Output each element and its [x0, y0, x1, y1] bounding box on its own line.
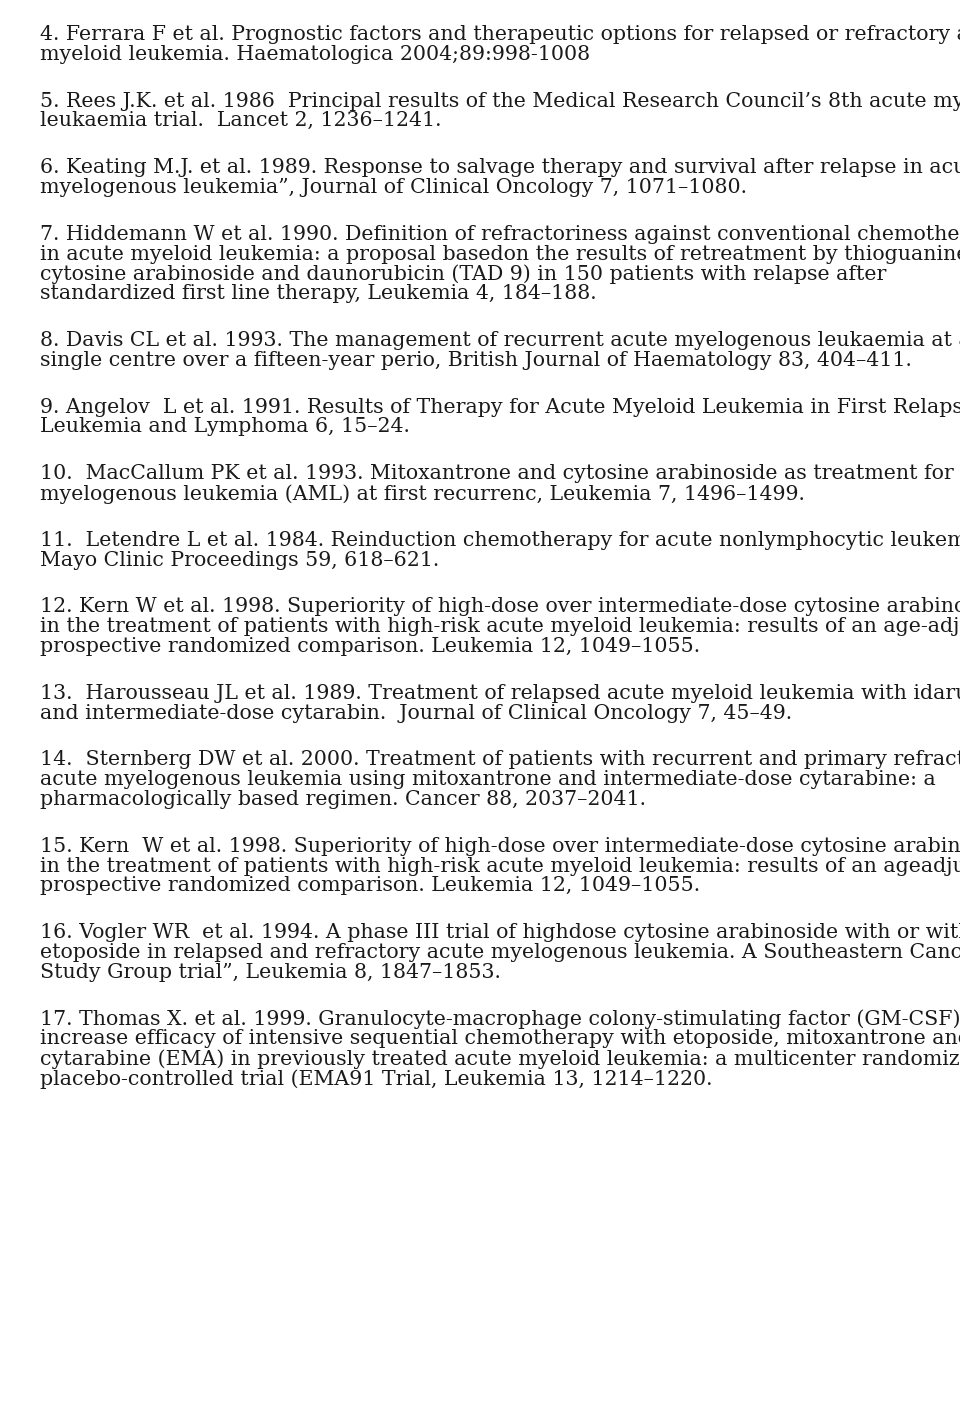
Text: 13.  Harousseau JL et al. 1989. Treatment of relapsed acute myeloid leukemia wit: 13. Harousseau JL et al. 1989. Treatment… [40, 684, 960, 703]
Text: pharmacologically based regimen. Cancer 88, 2037–2041.: pharmacologically based regimen. Cancer … [40, 790, 646, 809]
Text: 17. Thomas X. et al. 1999. Granulocyte-macrophage colony-stimulating factor (GM-: 17. Thomas X. et al. 1999. Granulocyte-m… [40, 1010, 960, 1030]
Text: placebo-controlled trial (EMA91 Trial, Leukemia 13, 1214–1220.: placebo-controlled trial (EMA91 Trial, L… [40, 1070, 712, 1088]
Text: acute myelogenous leukemia using mitoxantrone and intermediate-dose cytarabine: : acute myelogenous leukemia using mitoxan… [40, 770, 936, 789]
Text: 7. Hiddemann W et al. 1990. Definition of refractoriness against conventional ch: 7. Hiddemann W et al. 1990. Definition o… [40, 225, 960, 244]
Text: 8. Davis CL et al. 1993. The management of recurrent acute myelogenous leukaemia: 8. Davis CL et al. 1993. The management … [40, 331, 960, 349]
Text: cytarabine (EMA) in previously treated acute myeloid leukemia: a multicenter ran: cytarabine (EMA) in previously treated a… [40, 1050, 960, 1070]
Text: and intermediate-dose cytarabin.  Journal of Clinical Oncology 7, 45–49.: and intermediate-dose cytarabin. Journal… [40, 703, 792, 723]
Text: prospective randomized comparison. Leukemia 12, 1049–1055.: prospective randomized comparison. Leuke… [40, 877, 700, 896]
Text: standardized first line therapy, Leukemia 4, 184–188.: standardized first line therapy, Leukemi… [40, 284, 596, 304]
Text: in acute myeloid leukemia: a proposal basedon the results of retreatment by thio: in acute myeloid leukemia: a proposal ba… [40, 245, 960, 264]
Text: leukaemia trial.  Lancet 2, 1236–1241.: leukaemia trial. Lancet 2, 1236–1241. [40, 111, 442, 130]
Text: etoposide in relapsed and refractory acute myelogenous leukemia. A Southeastern : etoposide in relapsed and refractory acu… [40, 943, 960, 963]
Text: in the treatment of patients with high-risk acute myeloid leukemia: results of a: in the treatment of patients with high-r… [40, 857, 960, 876]
Text: 6. Keating M.J. et al. 1989. Response to salvage therapy and survival after rela: 6. Keating M.J. et al. 1989. Response to… [40, 158, 960, 177]
Text: 5. Rees J.K. et al. 1986  Principal results of the Medical Research Council’s 8t: 5. Rees J.K. et al. 1986 Principal resul… [40, 91, 960, 111]
Text: prospective randomized comparison. Leukemia 12, 1049–1055.: prospective randomized comparison. Leuke… [40, 637, 700, 656]
Text: myelogenous leukemia (AML) at first recurrenc, Leukemia 7, 1496–1499.: myelogenous leukemia (AML) at first recu… [40, 483, 804, 503]
Text: increase efficacy of intensive sequential chemotherapy with etoposide, mitoxantr: increase efficacy of intensive sequentia… [40, 1030, 960, 1048]
Text: cytosine arabinoside and daunorubicin (TAD 9) in 150 patients with relapse after: cytosine arabinoside and daunorubicin (T… [40, 264, 886, 284]
Text: 9. Angelov  L et al. 1991. Results of Therapy for Acute Myeloid Leukemia in Firs: 9. Angelov L et al. 1991. Results of The… [40, 398, 960, 416]
Text: Leukemia and Lymphoma 6, 15–24.: Leukemia and Lymphoma 6, 15–24. [40, 418, 410, 436]
Text: 12. Kern W et al. 1998. Superiority of high-dose over intermediate-dose cytosine: 12. Kern W et al. 1998. Superiority of h… [40, 597, 960, 616]
Text: 10.  MacCallum PK et al. 1993. Mitoxantrone and cytosine arabinoside as treatmen: 10. MacCallum PK et al. 1993. Mitoxantro… [40, 465, 960, 483]
Text: myelogenous leukemia”, Journal of Clinical Oncology 7, 1071–1080.: myelogenous leukemia”, Journal of Clinic… [40, 178, 747, 197]
Text: single centre over a fifteen-year perio, British Journal of Haematology 83, 404–: single centre over a fifteen-year perio,… [40, 351, 912, 369]
Text: Study Group trial”, Leukemia 8, 1847–1853.: Study Group trial”, Leukemia 8, 1847–185… [40, 963, 501, 981]
Text: myeloid leukemia. Haematologica 2004;89:998-1008: myeloid leukemia. Haematologica 2004;89:… [40, 44, 590, 64]
Text: 4. Ferrara F et al. Prognostic factors and therapeutic options for relapsed or r: 4. Ferrara F et al. Prognostic factors a… [40, 26, 960, 44]
Text: 11.  Letendre L et al. 1984. Reinduction chemotherapy for acute nonlymphocytic l: 11. Letendre L et al. 1984. Reinduction … [40, 530, 960, 550]
Text: 14.  Sternberg DW et al. 2000. Treatment of patients with recurrent and primary : 14. Sternberg DW et al. 2000. Treatment … [40, 750, 960, 770]
Text: 16. Vogler WR  et al. 1994. A phase III trial of highdose cytosine arabinoside w: 16. Vogler WR et al. 1994. A phase III t… [40, 923, 960, 943]
Text: 15. Kern  W et al. 1998. Superiority of high-dose over intermediate-dose cytosin: 15. Kern W et al. 1998. Superiority of h… [40, 837, 960, 856]
Text: in the treatment of patients with high-risk acute myeloid leukemia: results of a: in the treatment of patients with high-r… [40, 617, 960, 636]
Text: Mayo Clinic Proceedings 59, 618–621.: Mayo Clinic Proceedings 59, 618–621. [40, 550, 440, 569]
